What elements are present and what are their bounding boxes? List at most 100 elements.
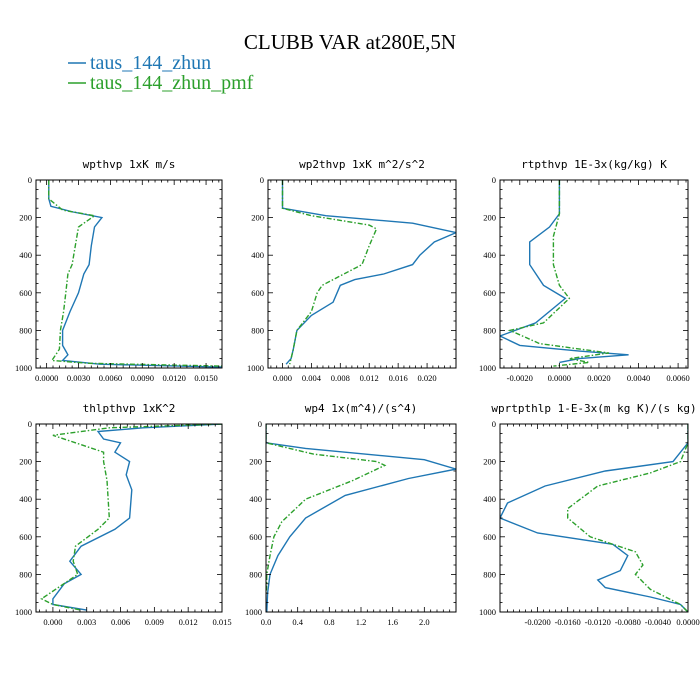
plot-frame (265, 423, 457, 613)
series-line-2 (567, 424, 688, 612)
x-tick-label: 0.003 (77, 617, 96, 627)
x-tick-label: 0.0150 (194, 373, 217, 383)
panels: wpthvp 1xK m/s0.0000 0.0030 0.0060 0.0090 0.… (15, 158, 700, 627)
y-tick-label: 600 (19, 288, 32, 298)
x-tick-label: 0.0030 (67, 373, 90, 383)
x-tick-label: 0.004 (302, 373, 322, 383)
y-tick-label: 400 (483, 250, 496, 260)
series-line-1 (500, 424, 688, 612)
y-tick-label: 800 (19, 325, 32, 335)
x-tick-label: 0.008 (331, 373, 350, 383)
y-tick-label: 200 (251, 213, 264, 223)
chart-panel-2: wp2thvp 1xK m^2/s^2 0.000 0.004 0.008 0.012 0… (247, 158, 457, 383)
y-tick-label: 600 (249, 532, 262, 542)
chart-panel-1: wpthvp 1xK m/s 0.0000 0.0030 0.0060 0.0090 0.… (15, 158, 223, 383)
y-tick-label: 1000 (479, 607, 496, 617)
x-tick-label: -0.0040 (645, 617, 671, 627)
panel-title: wp4 1x(m^4)/(s^4) (305, 402, 418, 415)
legend-label-1: taus_144_zhun (90, 52, 211, 74)
x-tick-label: -0.0120 (585, 617, 611, 627)
panel-title: rtpthvp 1E-3x(kg/kg) K (521, 158, 667, 171)
x-tick-label: 0.0040 (627, 373, 650, 383)
y-tick-label: 1000 (15, 363, 32, 373)
x-tick-label: -0.0020 (507, 373, 533, 383)
series-line-1 (48, 180, 222, 368)
chart-panel-4: thlpthvp 1xK^2 0.000 0.003 0.006 0.009 0.012 0… (15, 402, 232, 627)
x-tick-label: 0.000 (43, 617, 62, 627)
x-tick-label: 0.020 (418, 373, 437, 383)
y-tick-label: 600 (483, 532, 496, 542)
x-tick-label: 0.0000 (548, 373, 571, 383)
y-tick-label: 200 (19, 213, 32, 223)
y-tick-label: 400 (19, 250, 32, 260)
series-line-2 (266, 424, 387, 594)
x-tick-label: 0.000 (273, 373, 292, 383)
legend-label-2: taus_144_zhun_pmf (90, 72, 254, 94)
x-tick-label: 0.8 (324, 617, 335, 627)
x-tick-label: 0.015 (212, 617, 231, 627)
y-tick-label: 200 (19, 457, 32, 467)
plot-frame (499, 423, 689, 613)
x-tick-label: 0.0060 (99, 373, 122, 383)
y-tick-label: 400 (19, 494, 32, 504)
plot-frame (267, 179, 457, 369)
y-tick-label: 800 (483, 569, 496, 579)
x-tick-label: 0.0060 (666, 373, 689, 383)
panel-title: wprtpthlp 1-E-3x(m kg K)/(s kg) (491, 402, 696, 415)
y-tick-label: 400 (249, 494, 262, 504)
chart-panel-3: rtpthvp 1E-3x(kg/kg) K -0.0020 0.0000 0.002… (479, 158, 690, 383)
y-tick-label: 200 (249, 457, 262, 467)
chart-panel-6: wprtpthlp 1-E-3x(m kg K)/(s kg) -0.0200 -0… (479, 402, 700, 627)
y-tick-label: 0 (492, 419, 496, 429)
y-tick-label: 1000 (479, 363, 496, 373)
x-tick-label: 0.0120 (162, 373, 185, 383)
y-tick-label: 200 (483, 213, 496, 223)
legend: taus_144_zhun taus_144_zhun_pmf (68, 52, 254, 94)
y-tick-label: 0 (28, 175, 32, 185)
x-tick-label: 2.0 (419, 617, 430, 627)
x-tick-label: 0.016 (389, 373, 408, 383)
y-tick-label: 1000 (247, 363, 264, 373)
y-tick-label: 600 (483, 288, 496, 298)
y-tick-label: 1000 (15, 607, 32, 617)
x-tick-label: -0.0160 (555, 617, 581, 627)
x-tick-label: 1.2 (356, 617, 367, 627)
x-tick-label: 0.0090 (131, 373, 154, 383)
panel-title: wpthvp 1xK m/s (83, 158, 176, 171)
panel-title: wp2thvp 1xK m^2/s^2 (299, 158, 425, 171)
y-tick-label: 200 (483, 457, 496, 467)
y-tick-label: 800 (19, 569, 32, 579)
x-tick-label: 0.009 (145, 617, 164, 627)
x-tick-label: 0.006 (111, 617, 130, 627)
x-tick-label: 1.6 (387, 617, 398, 627)
panel-title: thlpthvp 1xK^2 (83, 402, 176, 415)
x-tick-label: 0.0 (261, 617, 272, 627)
y-tick-label: 800 (249, 569, 262, 579)
x-tick-label: 0.012 (179, 617, 198, 627)
y-tick-label: 0 (492, 175, 496, 185)
y-tick-label: 800 (483, 325, 496, 335)
series-line-2 (507, 180, 609, 367)
y-tick-label: 400 (483, 494, 496, 504)
series-line-2 (40, 424, 222, 611)
plot-frame (35, 179, 223, 369)
x-tick-label: 0.0000 (35, 373, 58, 383)
x-tick-label: -0.0080 (615, 617, 641, 627)
y-tick-label: 0 (28, 419, 32, 429)
y-tick-label: 400 (251, 250, 264, 260)
x-tick-label: -0.0200 (524, 617, 550, 627)
y-tick-label: 600 (19, 532, 32, 542)
x-tick-label: 0.0020 (587, 373, 610, 383)
y-tick-label: 1000 (245, 607, 262, 617)
y-tick-label: 0 (258, 419, 262, 429)
figure-title: CLUBB VAR at280E,5N (244, 30, 456, 54)
series-line-2 (281, 180, 378, 365)
x-tick-label: 0.0000 (676, 617, 699, 627)
y-tick-label: 0 (260, 175, 264, 185)
plot-frame (499, 179, 689, 369)
x-tick-label: 0.4 (292, 617, 303, 627)
series-line-1 (52, 424, 222, 611)
chart-panel-5: wp4 1x(m^4)/(s^4) 0.0 0.4 0.8 1.2 1.6 2.0 0 200 4… (245, 402, 457, 627)
series-line-2 (48, 180, 222, 367)
